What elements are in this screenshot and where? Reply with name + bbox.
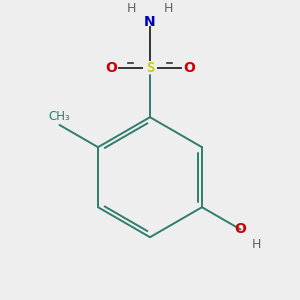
Text: O: O <box>105 61 117 75</box>
Text: S: S <box>146 61 154 75</box>
Text: H: H <box>127 2 136 15</box>
Text: O: O <box>235 222 246 236</box>
Text: O: O <box>183 61 195 75</box>
Text: H: H <box>251 238 261 251</box>
Text: H: H <box>164 2 173 15</box>
Text: CH₃: CH₃ <box>49 110 70 123</box>
Text: N: N <box>144 15 156 29</box>
